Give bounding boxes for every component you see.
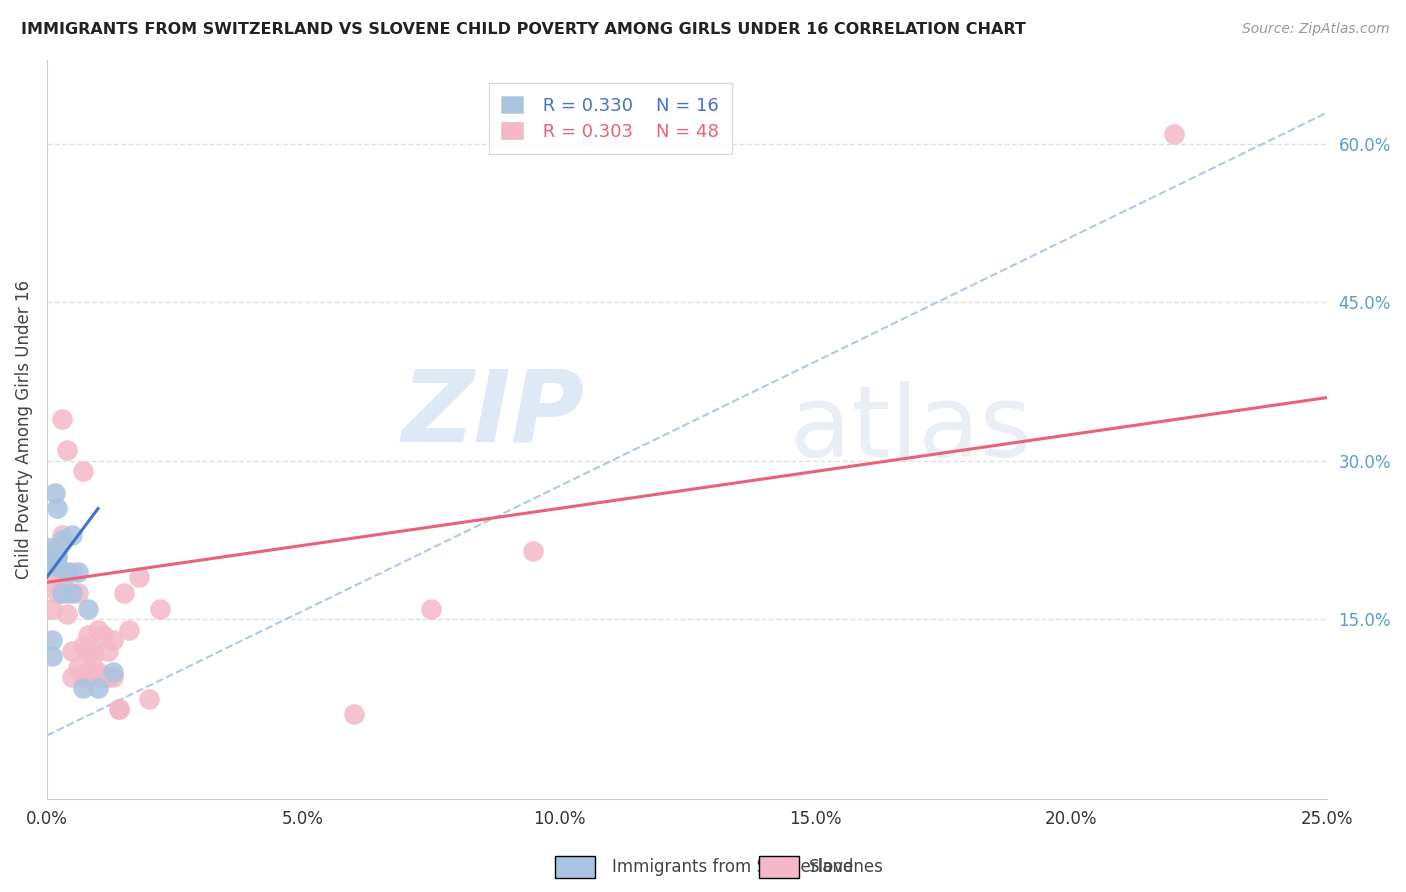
- Point: [46, 586, 69, 600]
- Text: atlas: atlas: [790, 381, 1031, 478]
- Point: [46, 549, 69, 563]
- Legend:  R = 0.330    N = 16,  R = 0.303    N = 48: R = 0.330 N = 16, R = 0.303 N = 48: [489, 84, 733, 153]
- Y-axis label: Child Poverty Among Girls Under 16: Child Poverty Among Girls Under 16: [15, 280, 32, 579]
- Point: [76, 644, 98, 658]
- Point: [62, 528, 84, 542]
- Point: [103, 670, 125, 684]
- Point: [62, 586, 84, 600]
- Point: [41, 575, 63, 590]
- Point: [118, 623, 141, 637]
- Point: [46, 501, 69, 516]
- Point: [97, 670, 120, 684]
- Point: [103, 665, 125, 679]
- Point: [38, 565, 60, 579]
- Point: [41, 649, 63, 664]
- Point: [87, 623, 110, 637]
- Point: [72, 681, 94, 695]
- Point: [44, 485, 66, 500]
- Point: [62, 670, 84, 684]
- Point: [56, 443, 79, 458]
- Point: [103, 633, 125, 648]
- Point: [66, 660, 89, 674]
- Point: [51, 586, 73, 600]
- Point: [138, 691, 160, 706]
- Point: [72, 639, 94, 653]
- Point: [76, 601, 98, 615]
- Text: ZIP: ZIP: [402, 366, 585, 463]
- Point: [51, 411, 73, 425]
- Point: [82, 644, 104, 658]
- Point: [56, 586, 79, 600]
- Point: [97, 644, 120, 658]
- Text: IMMIGRANTS FROM SWITZERLAND VS SLOVENE CHILD POVERTY AMONG GIRLS UNDER 16 CORREL: IMMIGRANTS FROM SWITZERLAND VS SLOVENE C…: [21, 22, 1026, 37]
- Point: [62, 565, 84, 579]
- Point: [87, 681, 110, 695]
- Point: [128, 570, 150, 584]
- Point: [107, 702, 129, 716]
- Text: Immigrants from Switzerland: Immigrants from Switzerland: [612, 858, 853, 876]
- Point: [87, 665, 110, 679]
- Point: [522, 543, 544, 558]
- Point: [51, 528, 73, 542]
- Text: Source: ZipAtlas.com: Source: ZipAtlas.com: [1241, 22, 1389, 37]
- Point: [56, 565, 79, 579]
- Point: [82, 665, 104, 679]
- Point: [38, 549, 60, 563]
- Point: [66, 565, 89, 579]
- Point: [51, 533, 73, 547]
- Point: [72, 465, 94, 479]
- Point: [420, 601, 443, 615]
- Point: [38, 549, 60, 563]
- Point: [46, 565, 69, 579]
- Text: Slovenes: Slovenes: [808, 858, 883, 876]
- Point: [82, 649, 104, 664]
- Point: [76, 628, 98, 642]
- Point: [72, 670, 94, 684]
- Point: [91, 628, 114, 642]
- Point: [343, 707, 366, 722]
- Point: [1163, 127, 1185, 141]
- Point: [112, 586, 135, 600]
- Point: [46, 559, 69, 574]
- Point: [91, 670, 114, 684]
- Point: [62, 644, 84, 658]
- Point: [41, 559, 63, 574]
- Point: [87, 670, 110, 684]
- Point: [76, 665, 98, 679]
- Point: [107, 702, 129, 716]
- Point: [41, 633, 63, 648]
- Point: [148, 601, 170, 615]
- Point: [41, 601, 63, 615]
- Point: [66, 586, 89, 600]
- Point: [56, 607, 79, 621]
- Point: [51, 575, 73, 590]
- Point: [44, 543, 66, 558]
